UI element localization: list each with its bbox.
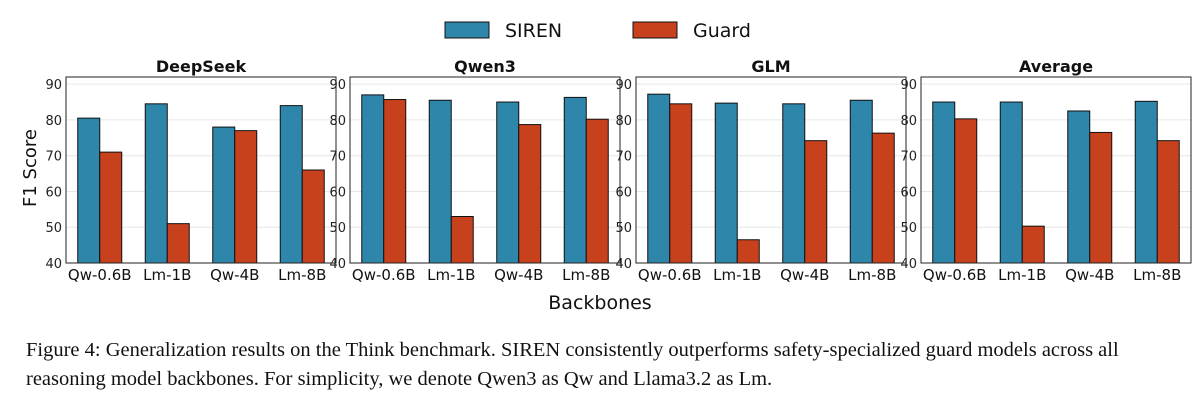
y-tick-label: 80	[615, 114, 632, 129]
bar-guard	[736, 239, 760, 264]
y-tick-label: 40	[45, 257, 62, 272]
y-tick-label: 40	[900, 257, 917, 272]
x-tick-label: Qw-0.6B	[923, 266, 987, 284]
bar-siren	[1134, 100, 1158, 264]
legend-label-guard: Guard	[693, 20, 751, 42]
y-tick-label: 70	[329, 150, 346, 165]
bar-guard	[1021, 225, 1045, 264]
bar-guard	[804, 140, 828, 264]
bar-siren	[999, 101, 1023, 264]
bar-siren	[144, 103, 168, 264]
panel-qwen3: 40 50 60 70 80 90 Qw-0.6B Lm-1B Qw-4B Lm-8B Qwen3	[329, 57, 621, 284]
x-tick-label: Lm-1B	[143, 266, 191, 284]
panel-frame	[635, 76, 907, 264]
bar-guard	[954, 118, 978, 264]
legend-swatch-siren	[444, 21, 490, 39]
x-tick-label: Qw-4B	[780, 266, 829, 284]
legend: SIREN Guard	[444, 20, 751, 42]
bar-guard	[1089, 131, 1113, 264]
x-tick-label: Qw-4B	[1065, 266, 1114, 284]
figure-caption: Figure 4: Generalization results on the …	[26, 339, 1119, 390]
x-tick-label: Qw-0.6B	[68, 266, 132, 284]
bar-siren	[1067, 110, 1091, 264]
x-tick-label: Lm-8B	[848, 266, 896, 284]
bar-siren	[428, 99, 452, 264]
y-tick-label: 70	[615, 150, 632, 165]
panel-title: DeepSeek	[156, 57, 247, 76]
y-tick-label: 40	[615, 257, 632, 272]
x-tick-label: Qw-4B	[210, 266, 259, 284]
panel-deepseek: 40 50 60 70 80 90 Qw-0.6B Lm-1B Qw-4B Lm-8B DeepSe…	[45, 57, 337, 284]
bar-siren	[714, 102, 738, 264]
y-tick-label: 80	[900, 114, 917, 129]
bar-siren	[77, 117, 101, 264]
bar-siren	[849, 99, 873, 264]
bar-siren	[212, 126, 236, 264]
bar-guard	[871, 132, 895, 264]
legend-swatch-guard	[632, 21, 678, 39]
y-tick-label: 90	[615, 78, 632, 93]
bar-siren	[782, 103, 806, 264]
bar-siren	[279, 105, 303, 264]
x-tick-label: Qw-4B	[494, 266, 543, 284]
y-tick-label: 60	[615, 185, 632, 200]
y-axis-label: F1 Score	[20, 129, 41, 207]
x-tick-label: Lm-1B	[998, 266, 1046, 284]
y-tick-label: 60	[900, 185, 917, 200]
bar-guard	[166, 223, 190, 264]
x-tick-label: Lm-1B	[713, 266, 761, 284]
legend-label-siren: SIREN	[505, 20, 562, 42]
panel-frame	[349, 76, 621, 264]
x-axis-label: Backbones	[548, 292, 651, 314]
x-tick-label: Qw-0.6B	[352, 266, 416, 284]
chart-panels: 40 50 60 70 80 90 Qw-0.6B Lm-1B Qw-4B Lm-8B DeepSe…	[45, 57, 1192, 284]
panel-average: 40 50 60 70 80 90 Qw-0.6B Lm-1B Qw-4B Lm-8B Averag…	[900, 57, 1192, 284]
x-tick-label: Lm-1B	[427, 266, 475, 284]
bar-guard	[234, 130, 258, 264]
y-tick-label: 50	[615, 221, 632, 236]
panel-title: Average	[1019, 57, 1093, 76]
x-tick-label: Lm-8B	[1133, 266, 1181, 284]
y-tick-label: 70	[900, 150, 917, 165]
y-tick-label: 70	[45, 150, 62, 165]
bar-siren	[647, 93, 671, 264]
bar-guard	[1156, 140, 1180, 264]
panel-frame	[920, 76, 1192, 264]
bar-siren	[563, 96, 587, 264]
y-tick-label: 90	[45, 78, 62, 93]
bar-siren	[932, 101, 956, 264]
y-tick-label: 50	[900, 221, 917, 236]
y-tick-label: 90	[329, 78, 346, 93]
bar-guard	[450, 216, 474, 264]
y-tick-label: 60	[45, 185, 62, 200]
x-tick-label: Lm-8B	[278, 266, 326, 284]
bar-guard	[518, 124, 542, 264]
bar-guard	[383, 99, 407, 264]
y-tick-label: 50	[329, 221, 346, 236]
x-tick-label: Lm-8B	[562, 266, 610, 284]
y-tick-label: 80	[45, 114, 62, 129]
panel-glm: 40 50 60 70 80 90 Qw-0.6B Lm-1B Qw-4B Lm-8B GLM	[615, 57, 907, 284]
panel-frame	[65, 76, 337, 264]
bar-guard	[669, 103, 693, 264]
bar-guard	[99, 151, 123, 264]
bar-guard	[301, 169, 325, 264]
y-tick-label: 40	[329, 257, 346, 272]
panel-title: Qwen3	[454, 57, 516, 76]
y-tick-label: 90	[900, 78, 917, 93]
y-tick-label: 80	[329, 114, 346, 129]
bar-siren	[361, 94, 385, 264]
x-tick-label: Qw-0.6B	[638, 266, 702, 284]
bar-siren	[496, 101, 520, 264]
y-tick-label: 50	[45, 221, 62, 236]
panel-title: GLM	[751, 57, 790, 76]
figure-chart: SIREN Guard 40 50 60 70 80 90 Qw-0.6B Lm-1B Qw-4B…	[20, 20, 1192, 314]
y-tick-label: 60	[329, 185, 346, 200]
bar-guard	[585, 118, 609, 264]
